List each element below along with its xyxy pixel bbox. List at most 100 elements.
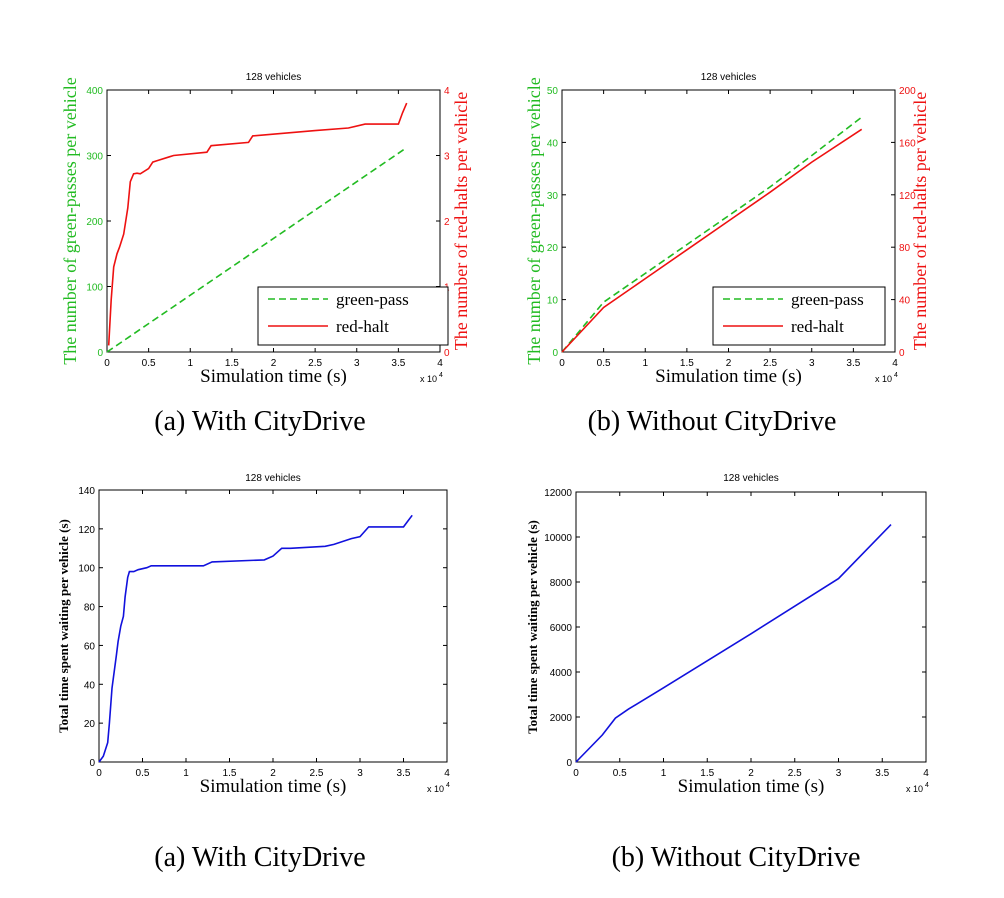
legend: green-pass red-halt xyxy=(712,286,886,346)
y-tick-label-left: 100 xyxy=(78,564,95,575)
y-tick-label-left: 50 xyxy=(547,86,559,97)
y-tick-label-left: 2000 xyxy=(550,713,573,724)
x-tick-label: 4 xyxy=(923,768,929,779)
figure-caption: (a) With CityDrive xyxy=(154,842,365,873)
x-axis-label: Simulation time (s) xyxy=(200,366,347,387)
y-tick-label-right: 80 xyxy=(899,243,911,254)
legend-label: green-pass xyxy=(336,290,409,309)
y-tick-label-left: 0 xyxy=(89,758,95,769)
x-tick-label: 2 xyxy=(726,358,732,369)
x-tick-label: 4 xyxy=(444,768,450,779)
legend-box xyxy=(257,286,449,346)
x-tick-label: 2.5 xyxy=(308,358,322,369)
x-axis-label: Simulation time (s) xyxy=(678,776,825,797)
y-tick-label-left: 20 xyxy=(547,243,559,254)
x-tick-label: 1 xyxy=(183,768,189,779)
y-tick-label-left: 12000 xyxy=(544,488,572,499)
x-tick-label: 0.5 xyxy=(613,768,627,779)
series-line-waiting-time xyxy=(98,514,413,763)
chart-2: 128 vehicles 0 0.5 1 1.5 2 2.5 3 3.5 4x 10 4 Simula… xyxy=(524,72,930,437)
x-multiplier: x 10 xyxy=(420,374,437,384)
x-tick-label: 2.5 xyxy=(310,768,324,779)
x-exponent: 4 xyxy=(446,782,450,789)
x-tick-label: 1 xyxy=(661,768,667,779)
y-tick-label-left: 6000 xyxy=(550,623,573,634)
y-axis-label-left: Total time spent waiting per vehicle (s) xyxy=(525,520,540,734)
y-axis-label-right: The number of red-halts per vehicle xyxy=(910,92,930,350)
x-tick-label: 2 xyxy=(748,768,754,779)
x-multiplier: x 10 xyxy=(427,784,444,794)
x-exponent: 4 xyxy=(925,782,929,789)
x-tick-label: 3.5 xyxy=(397,768,411,779)
x-tick-label: 2 xyxy=(271,358,277,369)
x-tick-label: 1 xyxy=(642,358,648,369)
x-tick-label: 4 xyxy=(437,358,443,369)
x-tick-label: 3 xyxy=(357,768,363,779)
y-tick-label-left: 40 xyxy=(84,680,96,691)
x-tick-label: 3.5 xyxy=(875,768,889,779)
legend-box xyxy=(712,286,886,346)
x-axis-label: Simulation time (s) xyxy=(200,776,347,797)
y-tick-label-right: 40 xyxy=(899,296,911,307)
x-tick-label: 1 xyxy=(187,358,193,369)
y-tick-label-left: 30 xyxy=(547,191,559,202)
x-tick-label: 3.5 xyxy=(846,358,860,369)
y-axis-label-left: The number of green-passes per vehicle xyxy=(60,77,80,364)
x-tick-label: 0.5 xyxy=(597,358,611,369)
y-tick-label-left: 140 xyxy=(78,486,95,497)
x-tick-label: 1.5 xyxy=(700,768,714,779)
x-tick-label: 2.5 xyxy=(763,358,777,369)
figure-caption: (a) With CityDrive xyxy=(154,406,365,437)
series-line-red-halt xyxy=(561,128,863,353)
x-tick-label: 2 xyxy=(270,768,276,779)
chart-title: 128 vehicles xyxy=(245,473,301,484)
y-tick-label-left: 10000 xyxy=(544,533,572,544)
x-tick-label: 1.5 xyxy=(223,768,237,779)
figure-caption: (b) Without CityDrive xyxy=(612,842,861,873)
y-tick-label-left: 80 xyxy=(84,603,96,614)
legend-label: green-pass xyxy=(791,290,864,309)
y-tick-label-left: 100 xyxy=(86,283,103,294)
x-axis-label: Simulation time (s) xyxy=(655,366,802,387)
y-axis-label-right: The number of red-halts per vehicle xyxy=(451,92,471,350)
y-tick-label-left: 120 xyxy=(78,525,95,536)
y-tick-label-right: 0 xyxy=(444,348,450,359)
x-tick-label: 0 xyxy=(96,768,102,779)
series-line-green-pass xyxy=(106,146,408,353)
x-exponent: 4 xyxy=(439,372,443,379)
x-tick-label: 0 xyxy=(104,358,110,369)
x-exponent: 4 xyxy=(894,372,898,379)
chart-4: 128 vehicles 0 0.5 1 1.5 2 2.5 3 3.5 4x 10 4 Simula… xyxy=(525,473,929,873)
legend-label: red-halt xyxy=(336,317,389,336)
y-tick-label-left: 8000 xyxy=(550,578,573,589)
y-tick-label-right: 3 xyxy=(444,152,450,163)
y-tick-label-left: 400 xyxy=(86,86,103,97)
x-tick-label: 0.5 xyxy=(136,768,150,779)
x-tick-label: 3.5 xyxy=(391,358,405,369)
series-line-red-halt xyxy=(107,102,408,346)
y-tick-label-right: 120 xyxy=(899,191,916,202)
y-tick-label-left: 4000 xyxy=(550,668,573,679)
x-tick-label: 3 xyxy=(809,358,815,369)
y-tick-label-left: 0 xyxy=(566,758,572,769)
x-multiplier: x 10 xyxy=(906,784,923,794)
y-tick-label-right: 0 xyxy=(899,348,905,359)
series-line-green-pass xyxy=(561,116,863,353)
x-tick-label: 0 xyxy=(559,358,565,369)
series-line-waiting-time xyxy=(575,524,892,763)
y-tick-label-right: 4 xyxy=(444,86,450,97)
chart-3: 128 vehicles 0 0.5 1 1.5 2 2.5 3 3.5 4x 10 4 Simula… xyxy=(56,473,450,873)
x-tick-label: 1.5 xyxy=(225,358,239,369)
y-tick-label-left: 10 xyxy=(547,296,559,307)
y-axis-label-left: Total time spent waiting per vehicle (s) xyxy=(56,519,71,733)
legend-label: red-halt xyxy=(791,317,844,336)
y-tick-label-left: 0 xyxy=(552,348,558,359)
y-tick-label-right: 160 xyxy=(899,138,916,149)
y-tick-label-left: 60 xyxy=(84,641,96,652)
legend: green-pass red-halt xyxy=(257,286,449,346)
x-tick-label: 3 xyxy=(354,358,360,369)
y-tick-label-left: 200 xyxy=(86,217,103,228)
